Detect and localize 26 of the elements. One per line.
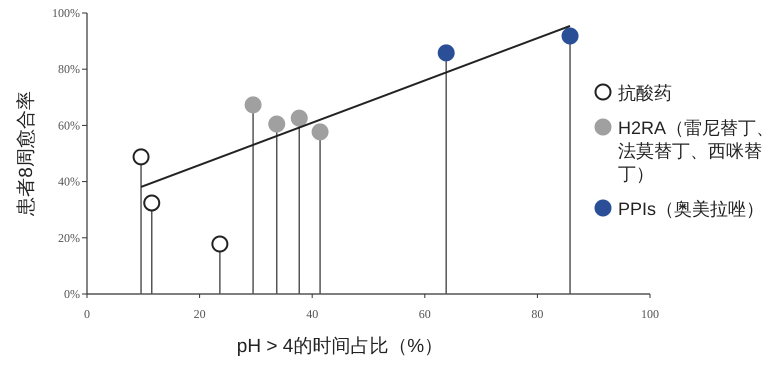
point	[290, 110, 308, 127]
y-tick-label: 20%	[58, 230, 80, 245]
point	[312, 123, 329, 140]
legend-label: H2RA（雷尼替丁、法莫替丁、西咪替丁）	[618, 118, 774, 184]
point	[132, 148, 150, 166]
x-tick-label: 0	[84, 307, 90, 321]
point	[438, 44, 455, 62]
point	[562, 28, 579, 45]
point	[143, 194, 160, 212]
x-tick-label: 80	[531, 307, 544, 321]
point	[244, 96, 262, 114]
y-tick-label: 40%	[58, 174, 80, 189]
y-tick-label: 60%	[58, 118, 80, 132]
x-tick-label: 20	[194, 307, 206, 321]
x-axis-title: pH > 4的时间占比（%）	[236, 336, 444, 357]
y-tick-label: 100%	[52, 6, 80, 20]
x-tick-label: 40	[306, 307, 318, 321]
y-axis-title: 患者8周愈合率	[15, 91, 37, 217]
point	[268, 115, 286, 132]
x-tick-label: 60	[418, 307, 431, 321]
y-tick-label: 80%	[58, 62, 80, 76]
point	[211, 235, 228, 252]
legend-label: 抗酸药	[618, 83, 672, 103]
x-tick-label: 100	[641, 307, 659, 321]
y-tick-label: 0%	[64, 287, 80, 301]
legend-label: PPIs（奥美拉唑）	[618, 199, 764, 219]
